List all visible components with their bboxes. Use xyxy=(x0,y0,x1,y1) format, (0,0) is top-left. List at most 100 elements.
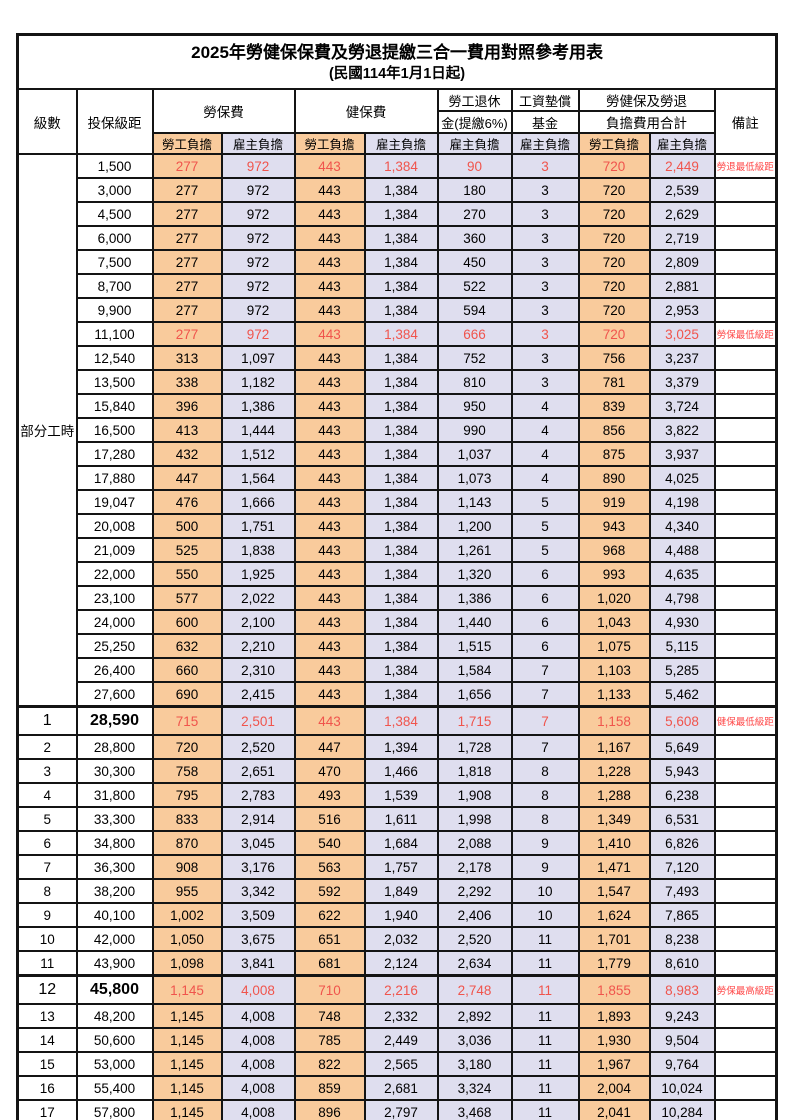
labor-employee-cell: 690 xyxy=(151,681,223,708)
note-cell xyxy=(713,297,778,323)
total-employer-cell: 2,629 xyxy=(648,201,716,227)
note-cell xyxy=(713,441,778,467)
note-cell xyxy=(713,393,778,419)
table-row: 2 28,800 720 2,520 447 1,394 1,728 7 1,167 5,649 xyxy=(16,734,778,760)
total-employee-cell: 919 xyxy=(577,489,651,515)
pension-employer-cell: 1,143 xyxy=(436,489,513,515)
bracket-cell: 12,540 xyxy=(75,345,154,371)
header-sub-row: 勞工負擔 雇主負擔 勞工負擔 雇主負擔 雇主負擔 雇主負擔 勞工負擔 雇主負擔 xyxy=(18,132,777,155)
bracket-cell: 30,300 xyxy=(75,758,154,784)
health-employer-cell: 1,384 xyxy=(363,609,439,635)
note-cell xyxy=(713,249,778,275)
level-cell: 16 xyxy=(16,1075,78,1101)
wage-fund-employer-cell: 7 xyxy=(510,681,580,708)
labor-employee-cell: 313 xyxy=(151,345,223,371)
wage-fund-employer-cell: 3 xyxy=(510,321,580,347)
subheader-health-employee: 勞工負擔 xyxy=(293,132,366,155)
health-employee-cell: 447 xyxy=(293,734,366,760)
labor-employee-cell: 277 xyxy=(151,297,223,323)
table-row: 部分工時 1,500 277 972 443 1,384 90 3 720 2,449 勞退最低級距 xyxy=(16,153,778,708)
pension-employer-cell: 3,468 xyxy=(436,1099,513,1120)
health-employer-cell: 1,384 xyxy=(363,201,439,227)
table-row: 9,900 277 972 443 1,384 594 3 720 2,953 xyxy=(18,297,778,323)
bracket-cell: 4,500 xyxy=(75,201,154,227)
level-cell: 15 xyxy=(16,1051,78,1077)
note-cell xyxy=(713,369,778,395)
total-employer-cell: 2,809 xyxy=(648,249,716,275)
bracket-cell: 34,800 xyxy=(75,830,154,856)
bracket-cell: 53,000 xyxy=(75,1051,154,1077)
note-cell xyxy=(713,513,778,539)
health-employee-cell: 443 xyxy=(293,537,366,563)
health-employee-cell: 443 xyxy=(293,225,366,251)
table-row: 4,500 277 972 443 1,384 270 3 720 2,629 xyxy=(18,201,778,227)
table-row: 7,500 277 972 443 1,384 450 3 720 2,809 xyxy=(18,249,778,275)
pension-employer-cell: 2,520 xyxy=(436,926,513,952)
health-employer-cell: 1,384 xyxy=(363,345,439,371)
pension-employer-cell: 522 xyxy=(436,273,513,299)
health-employee-cell: 443 xyxy=(293,153,366,179)
pension-employer-cell: 1,908 xyxy=(436,782,513,808)
pension-employer-cell: 1,515 xyxy=(436,633,513,659)
table-row: 11 43,900 1,098 3,841 681 2,124 2,634 11 1,779 8,… xyxy=(16,950,778,977)
table-row: 4 31,800 795 2,783 493 1,539 1,908 8 1,288 6,238 xyxy=(16,782,778,808)
note-cell xyxy=(713,1027,778,1053)
health-employee-cell: 443 xyxy=(293,441,366,467)
bracket-cell: 13,500 xyxy=(75,369,154,395)
level-cell: 12 xyxy=(16,974,78,1005)
labor-employee-cell: 413 xyxy=(151,417,223,443)
total-employee-cell: 1,020 xyxy=(577,585,651,611)
labor-employee-cell: 1,002 xyxy=(151,902,223,928)
health-employee-cell: 443 xyxy=(293,465,366,491)
labor-employer-cell: 972 xyxy=(220,225,296,251)
level-cell: 13 xyxy=(16,1003,78,1029)
total-employer-cell: 7,865 xyxy=(648,902,716,928)
health-employer-cell: 1,384 xyxy=(363,633,439,659)
total-employee-cell: 720 xyxy=(577,201,651,227)
pension-employer-cell: 2,748 xyxy=(436,974,513,1005)
wage-fund-employer-cell: 4 xyxy=(510,441,580,467)
total-employee-cell: 943 xyxy=(577,513,651,539)
labor-employee-cell: 447 xyxy=(151,465,223,491)
labor-employer-cell: 4,008 xyxy=(220,974,296,1005)
labor-employee-cell: 432 xyxy=(151,441,223,467)
total-employee-cell: 720 xyxy=(577,321,651,347)
note-cell xyxy=(713,1099,778,1120)
health-employee-cell: 443 xyxy=(293,585,366,611)
wage-fund-employer-cell: 7 xyxy=(510,705,580,736)
labor-employer-cell: 2,914 xyxy=(220,806,296,832)
labor-employer-cell: 2,100 xyxy=(220,609,296,635)
health-employer-cell: 1,384 xyxy=(363,705,439,736)
health-employer-cell: 1,384 xyxy=(363,441,439,467)
health-employer-cell: 1,940 xyxy=(363,902,439,928)
table-row: 5 33,300 833 2,914 516 1,611 1,998 8 1,349 6,531 xyxy=(16,806,778,832)
bracket-cell: 45,800 xyxy=(75,974,154,1005)
labor-employee-cell: 1,145 xyxy=(151,1027,223,1053)
table-row: 27,600 690 2,415 443 1,384 1,656 7 1,133 5,462 xyxy=(18,681,778,708)
wage-fund-employer-cell: 6 xyxy=(510,561,580,587)
total-employer-cell: 4,798 xyxy=(648,585,716,611)
total-employer-cell: 10,284 xyxy=(648,1099,716,1120)
bracket-cell: 17,880 xyxy=(75,465,154,491)
bracket-cell: 36,300 xyxy=(75,854,154,880)
health-employee-cell: 443 xyxy=(293,681,366,708)
labor-employee-cell: 277 xyxy=(151,225,223,251)
health-employee-cell: 443 xyxy=(293,321,366,347)
note-cell xyxy=(713,950,778,977)
total-employee-cell: 1,349 xyxy=(577,806,651,832)
total-employee-cell: 993 xyxy=(577,561,651,587)
bracket-cell: 8,700 xyxy=(75,273,154,299)
total-employer-cell: 4,635 xyxy=(648,561,716,587)
labor-employer-cell: 3,342 xyxy=(220,878,296,904)
table-row: 26,400 660 2,310 443 1,384 1,584 7 1,103 5,285 xyxy=(18,657,778,683)
labor-employer-cell: 3,045 xyxy=(220,830,296,856)
labor-employer-cell: 972 xyxy=(220,177,296,203)
total-employer-cell: 6,826 xyxy=(648,830,716,856)
pension-employer-cell: 1,728 xyxy=(436,734,513,760)
pension-employer-cell: 360 xyxy=(436,225,513,251)
total-employer-cell: 5,943 xyxy=(648,758,716,784)
labor-employee-cell: 277 xyxy=(151,153,223,179)
total-employer-cell: 4,198 xyxy=(648,489,716,515)
health-employee-cell: 896 xyxy=(293,1099,366,1120)
table-row: 14 50,600 1,145 4,008 785 2,449 3,036 11 1,930 9,… xyxy=(16,1027,778,1053)
